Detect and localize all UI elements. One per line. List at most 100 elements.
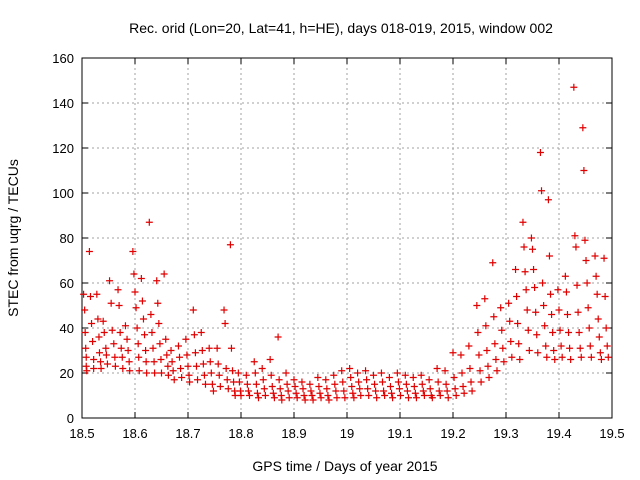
data-point bbox=[145, 218, 153, 226]
data-point bbox=[365, 392, 373, 399]
data-point bbox=[591, 252, 599, 260]
x-tick-label: 18.7 bbox=[175, 426, 200, 441]
data-point bbox=[223, 376, 231, 384]
data-point bbox=[331, 380, 339, 388]
data-point bbox=[115, 302, 123, 309]
y-tick-label: 120 bbox=[52, 141, 74, 156]
data-point bbox=[576, 344, 584, 352]
data-point bbox=[154, 299, 162, 307]
data-point bbox=[183, 351, 191, 359]
data-point bbox=[138, 297, 146, 305]
x-tick-label: 18.6 bbox=[122, 426, 147, 441]
data-point bbox=[234, 369, 242, 377]
data-point bbox=[174, 342, 182, 350]
data-point bbox=[155, 320, 163, 327]
data-point bbox=[380, 387, 388, 395]
data-point bbox=[135, 367, 143, 375]
data-point bbox=[170, 376, 178, 384]
data-point bbox=[261, 392, 269, 399]
data-point bbox=[443, 387, 451, 395]
data-point bbox=[475, 351, 483, 359]
data-point bbox=[549, 329, 557, 336]
data-point bbox=[428, 394, 436, 402]
data-point bbox=[434, 378, 442, 386]
data-point bbox=[194, 376, 202, 384]
data-point bbox=[184, 362, 192, 370]
data-point bbox=[420, 392, 428, 399]
data-point bbox=[147, 311, 155, 318]
data-point bbox=[465, 342, 473, 350]
data-point bbox=[602, 324, 610, 332]
data-point bbox=[450, 374, 458, 381]
data-point bbox=[224, 385, 232, 393]
data-point bbox=[284, 387, 292, 395]
data-point bbox=[506, 317, 514, 325]
data-point bbox=[213, 344, 221, 352]
y-axis-label: STEC from uqrg / TECUs bbox=[5, 159, 21, 317]
chart-title: Rec. orid (Lon=20, Lat=41, h=HE), days 0… bbox=[129, 20, 553, 36]
data-point bbox=[167, 347, 175, 354]
data-point bbox=[189, 306, 197, 314]
data-point bbox=[587, 353, 595, 361]
data-point bbox=[500, 358, 508, 366]
data-point bbox=[220, 306, 228, 314]
data-point bbox=[90, 365, 98, 372]
grid bbox=[82, 58, 612, 418]
data-point bbox=[139, 315, 147, 323]
data-point bbox=[393, 369, 401, 377]
y-tick-label: 140 bbox=[52, 96, 74, 111]
data-point bbox=[565, 329, 573, 336]
data-point bbox=[258, 365, 266, 372]
data-point bbox=[275, 376, 283, 384]
data-point bbox=[348, 383, 356, 390]
data-point bbox=[381, 392, 389, 399]
data-point bbox=[229, 367, 237, 375]
data-point bbox=[82, 353, 90, 361]
x-tick-label: 19.3 bbox=[493, 426, 518, 441]
data-point bbox=[276, 385, 284, 393]
data-point bbox=[571, 232, 579, 240]
data-point bbox=[389, 394, 397, 402]
data-point bbox=[160, 270, 168, 278]
data-point bbox=[124, 347, 132, 354]
data-point bbox=[270, 394, 278, 402]
data-point bbox=[513, 293, 521, 300]
data-point bbox=[521, 268, 529, 276]
data-point bbox=[222, 365, 230, 372]
data-point bbox=[110, 340, 118, 348]
data-point bbox=[103, 360, 111, 368]
data-point bbox=[111, 362, 119, 370]
data-point bbox=[199, 360, 207, 368]
data-point bbox=[529, 245, 536, 253]
data-point bbox=[483, 347, 491, 354]
data-point bbox=[333, 394, 341, 402]
data-point bbox=[226, 241, 234, 249]
data-point bbox=[253, 389, 261, 397]
data-point bbox=[141, 331, 149, 339]
data-point bbox=[90, 356, 98, 363]
data-point bbox=[309, 396, 317, 404]
data-point bbox=[573, 281, 581, 289]
data-point bbox=[485, 374, 493, 381]
data-point bbox=[314, 374, 322, 381]
y-tick-label: 100 bbox=[52, 186, 74, 201]
data-point bbox=[593, 290, 601, 298]
data-point bbox=[307, 387, 315, 395]
data-point bbox=[514, 320, 522, 327]
data-point bbox=[301, 396, 309, 404]
y-tick-label: 80 bbox=[60, 231, 74, 246]
data-point bbox=[379, 378, 387, 386]
data-point bbox=[142, 358, 150, 366]
data-point bbox=[322, 376, 330, 384]
data-point bbox=[370, 371, 377, 379]
data-point bbox=[95, 349, 103, 357]
data-point bbox=[524, 326, 532, 334]
x-axis-label: GPS time / Days of year 2015 bbox=[252, 458, 437, 474]
data-point bbox=[111, 353, 119, 361]
data-point bbox=[118, 353, 126, 361]
data-point bbox=[169, 367, 177, 375]
data-point bbox=[251, 369, 259, 377]
data-point bbox=[505, 299, 513, 307]
data-point bbox=[418, 380, 426, 388]
data-point bbox=[533, 331, 541, 339]
